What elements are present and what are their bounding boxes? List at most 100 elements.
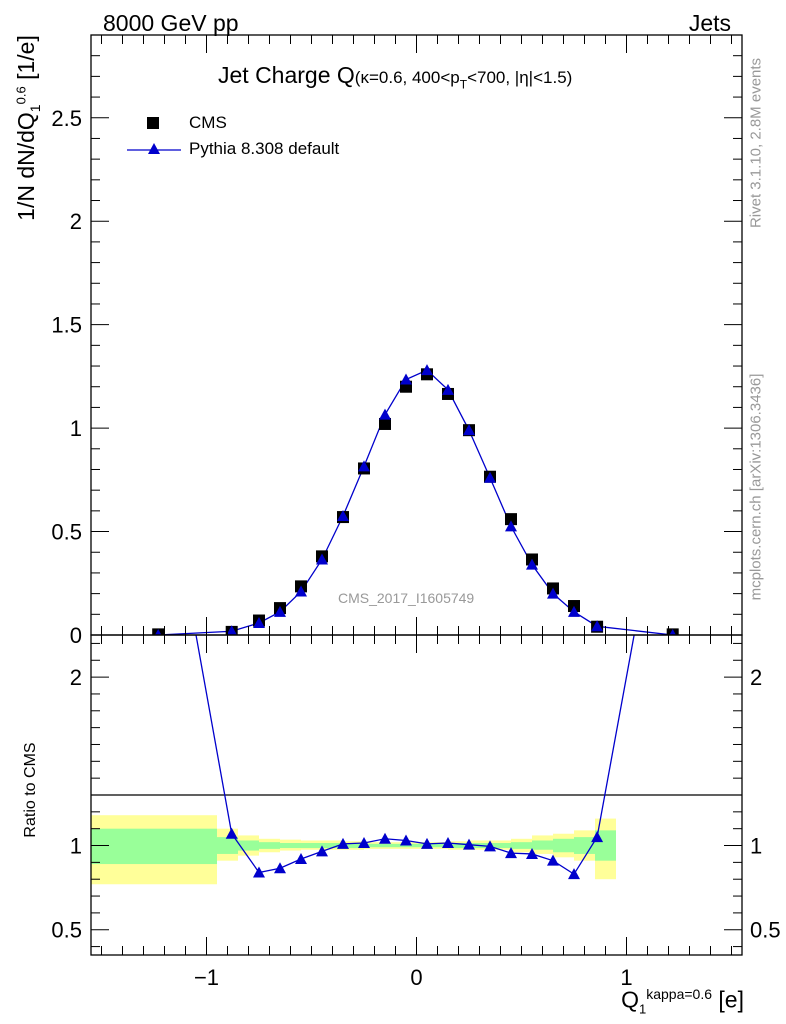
y-tick-label-ratio-right: 0.5 bbox=[750, 918, 781, 943]
legend-pythia-label: Pythia 8.308 default bbox=[189, 139, 340, 158]
ratio-line bbox=[195, 635, 635, 876]
cms-point bbox=[505, 513, 517, 526]
legend-pythia-marker bbox=[148, 143, 160, 154]
chart-title-main: Jet Charge Q bbox=[218, 62, 355, 88]
axis-ticks bbox=[91, 35, 742, 955]
band-green-bin bbox=[427, 843, 448, 848]
header-left-label: 8000 GeV pp bbox=[103, 10, 239, 36]
y-axis-label-text: 1/N dN/dQ bbox=[13, 112, 40, 221]
pythia-point bbox=[274, 605, 286, 617]
ratio-point bbox=[253, 866, 265, 878]
ratio-point bbox=[568, 868, 580, 880]
y-tick-label-main: 0.5 bbox=[51, 520, 82, 545]
y-axis-label-unit: [1/e] bbox=[13, 35, 40, 87]
band-green-bin bbox=[91, 828, 217, 865]
pythia-point bbox=[295, 585, 307, 597]
ratio-point bbox=[358, 837, 370, 848]
y-tick-label-main: 0 bbox=[70, 623, 82, 648]
y-tick-label-main: 2 bbox=[70, 209, 82, 234]
ratio-point bbox=[421, 837, 433, 849]
main-panel-series bbox=[152, 364, 679, 635]
ratio-point bbox=[442, 837, 454, 848]
ratio-point bbox=[337, 837, 349, 849]
x-axis-label-text: Q bbox=[621, 986, 639, 1013]
x-axis-label-sub: 1 bbox=[639, 1001, 647, 1017]
ratio-point bbox=[547, 854, 559, 866]
ratio-point bbox=[591, 831, 604, 843]
pythia-point bbox=[316, 553, 328, 565]
pythia-point bbox=[154, 629, 162, 635]
tick-labels: −1 0 1 0 0.5 1 1.5 2 2.5 0.5 0.5 1 1 2 2 bbox=[51, 106, 780, 990]
y-axis-label-main: 1/N dN/dQ10.6 [1/e] bbox=[13, 35, 43, 221]
y-tick-label-main: 1.5 bbox=[51, 313, 82, 338]
band-green-bin bbox=[301, 843, 322, 849]
ratio-point bbox=[274, 862, 286, 874]
band-green-bin bbox=[511, 842, 532, 849]
ratio-point bbox=[225, 827, 238, 839]
pythia-point bbox=[463, 424, 475, 436]
x-tick-label: 0 bbox=[410, 965, 422, 990]
pythia-point bbox=[526, 558, 538, 570]
y-axis-label-sub: 1 bbox=[26, 104, 43, 113]
rivet-version-label: Rivet 3.1.10, 2.8M events bbox=[747, 57, 765, 229]
legend bbox=[127, 117, 181, 154]
analysis-label: CMS_2017_I1605749 bbox=[338, 590, 475, 606]
pythia-point bbox=[442, 383, 454, 395]
uncertainty-bands bbox=[91, 815, 616, 885]
x-tick-label: 1 bbox=[620, 965, 632, 990]
y-axis-label-ratio: Ratio to CMS bbox=[22, 742, 39, 838]
chart-title-sub: T bbox=[459, 77, 468, 92]
band-green-bin bbox=[217, 837, 238, 854]
y-tick-label-ratio-left: 1 bbox=[70, 834, 82, 859]
pythia-point bbox=[484, 471, 496, 483]
chart-title-tail: <700, |η|<1.5) bbox=[467, 68, 573, 87]
header-right-label: Jets bbox=[688, 10, 731, 36]
pythia-point bbox=[591, 620, 604, 632]
x-axis-label-unit: [e] bbox=[712, 986, 744, 1013]
band-green-bin bbox=[259, 842, 280, 849]
ratio-point bbox=[379, 832, 391, 844]
ratio-point bbox=[505, 847, 517, 859]
pythia-point bbox=[421, 364, 433, 376]
band-green-bin bbox=[490, 843, 511, 849]
legend-cms-marker bbox=[147, 117, 159, 129]
y-tick-label-ratio-left: 2 bbox=[70, 665, 82, 690]
mcplots-label: mcplots.cern.ch [arXiv:1306.3436] bbox=[747, 373, 765, 601]
x-tick-label: −1 bbox=[194, 965, 219, 990]
band-green-bin bbox=[280, 843, 301, 849]
ratio-panel-series bbox=[195, 635, 635, 880]
y-tick-label-ratio-left: 0.5 bbox=[51, 918, 82, 943]
chart-title: Jet Charge Q(κ=0.6, 400<pT<700, |η|<1.5) bbox=[218, 62, 572, 92]
pythia-point bbox=[547, 587, 559, 599]
band-green-bin bbox=[406, 843, 427, 848]
band-green-bin bbox=[385, 843, 406, 848]
y-tick-label-ratio-right: 1 bbox=[750, 834, 762, 859]
legend-cms-label: CMS bbox=[189, 113, 227, 132]
band-green-bin bbox=[364, 843, 385, 848]
x-axis-label-sup: kappa=0.6 bbox=[646, 986, 713, 1002]
pythia-point bbox=[400, 373, 412, 385]
pythia-point bbox=[253, 617, 265, 628]
ratio-point bbox=[316, 845, 328, 857]
band-green-bin bbox=[448, 843, 469, 849]
ratio-point bbox=[526, 847, 538, 859]
x-axis-label: Q1kappa=0.6 [e] bbox=[621, 986, 744, 1016]
ratio-point bbox=[295, 853, 307, 864]
ratio-point bbox=[484, 840, 496, 852]
pythia-point bbox=[505, 520, 517, 532]
pythia-point bbox=[226, 625, 238, 635]
band-green-bin bbox=[532, 840, 553, 850]
y-tick-label-ratio-right: 2 bbox=[750, 665, 762, 690]
y-tick-label-main: 2.5 bbox=[51, 106, 82, 131]
y-tick-label-main: 1 bbox=[70, 416, 82, 441]
ratio-point bbox=[400, 834, 412, 846]
band-green-bin bbox=[553, 838, 574, 853]
pythia-point bbox=[337, 510, 349, 522]
chart-title-suffix: (κ=0.6, 400<p bbox=[354, 68, 460, 87]
pythia-point bbox=[379, 408, 391, 420]
ratio-point bbox=[463, 838, 475, 850]
band-green-bin bbox=[322, 843, 343, 849]
band-green-bin bbox=[238, 840, 259, 851]
pythia-point bbox=[358, 460, 370, 472]
